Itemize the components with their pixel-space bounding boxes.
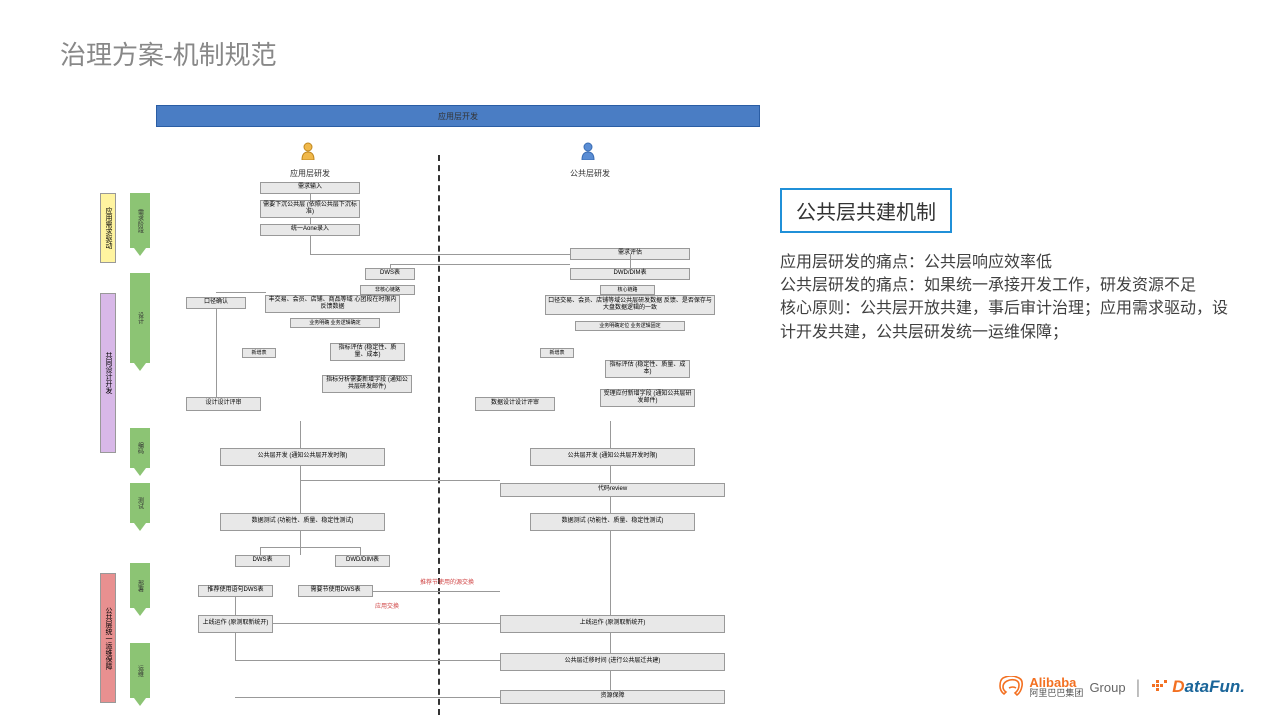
flowchart-diagram: 应用层开发 应用层研发 公共层研发 应用需求驱动共同设计开发公共层统一运维保障 … bbox=[100, 105, 760, 715]
flow-box: 核心链路 bbox=[600, 285, 655, 295]
callout-title: 公共层共建机制 bbox=[780, 188, 952, 233]
body-text: 应用层研发的痛点：公共层响应效率低公共层研发的痛点：如果统一承接开发工作，研发资… bbox=[780, 251, 1235, 344]
flow-box: 口径确认 bbox=[186, 297, 246, 309]
red-label-1: 推荐节使用的源交换 bbox=[420, 577, 474, 586]
flow-box: 资源保障 bbox=[500, 690, 725, 704]
flow-box: 公共层开发 (通知公共层开发时限) bbox=[530, 448, 695, 466]
flow-box: 需要下沉公共层 (依照公共层下沉标准) bbox=[260, 200, 360, 218]
red-label-2: 应用交换 bbox=[375, 601, 399, 610]
swimlane-divider bbox=[438, 155, 440, 715]
slide-title: 治理方案-机制规范 bbox=[60, 35, 277, 72]
side-label: 公共层统一运维保障 bbox=[100, 573, 116, 703]
flow-box: 推荐使用语句DWS表 bbox=[198, 585, 273, 597]
flow-box: 数据测试 (功能性、质量、稳定性测试) bbox=[220, 513, 385, 531]
alibaba-group: Group bbox=[1089, 680, 1125, 695]
phase-arrow: 运维 bbox=[130, 643, 150, 698]
flow-box: 指标评估 (稳定性、质量、成本) bbox=[605, 360, 690, 378]
datafun-text: DataFun. bbox=[1172, 677, 1245, 697]
flow-box: 上线运作 (原测取新统开) bbox=[500, 615, 725, 633]
flow-box: DWS表 bbox=[235, 555, 290, 567]
logo-bar: Alibaba 阿里巴巴集团 Group | DataFun. bbox=[997, 676, 1245, 698]
col-header-right: 公共层研发 bbox=[570, 168, 610, 179]
flow-box: 新增表 bbox=[242, 348, 276, 358]
flow-box: 统一Aone录入 bbox=[260, 224, 360, 236]
flow-box: 受理应付新增字段 (通知公共层研发邮件) bbox=[600, 389, 695, 407]
datafun-icon bbox=[1150, 677, 1170, 697]
flow-box: DWD/DIM表 bbox=[570, 268, 690, 280]
flow-box: 业务明确 业务逻辑确定 bbox=[290, 318, 380, 328]
phase-arrow: 需求阶段 bbox=[130, 193, 150, 248]
flow-box: 新增表 bbox=[540, 348, 574, 358]
flow-box: 需求评估 bbox=[570, 248, 690, 260]
flow-box: 丰交易、会员、店铺、商品等域 心团段在时限内反馈数据 bbox=[265, 295, 400, 313]
flow-box: 需要节使用DWS表 bbox=[298, 585, 373, 597]
flow-box: 公共层开发 (通知公共层开发时限) bbox=[220, 448, 385, 466]
side-label: 应用需求驱动 bbox=[100, 193, 116, 263]
flow-box: 数据设计设计评审 bbox=[475, 397, 555, 411]
flow-box: 设计设计评审 bbox=[186, 397, 261, 411]
phase-arrow: 设计 bbox=[130, 273, 150, 363]
top-banner: 应用层开发 bbox=[156, 105, 760, 127]
side-label: 共同设计开发 bbox=[100, 293, 116, 453]
logo-separator: | bbox=[1136, 677, 1141, 698]
flow-box: 口径交易、会员、店铺等域公共层研发数据 反馈、是否保存与大盘数据逻辑的一致 bbox=[545, 295, 715, 315]
flow-box: 非核心链路 bbox=[360, 285, 415, 295]
flow-box: 业务明确定位 业务逻辑固定 bbox=[575, 321, 685, 331]
phase-arrow: 部署 bbox=[130, 563, 150, 608]
flow-box: 指标分析需要新增字段 (通知公共层研发邮件) bbox=[322, 375, 412, 393]
phase-arrow: 测试 bbox=[130, 483, 150, 523]
flow-box: 公共层迁移时间 (进行公共层迁共建) bbox=[500, 653, 725, 671]
alibaba-icon bbox=[997, 676, 1025, 698]
flow-box: 指标评估 (稳定性、质量、成本) bbox=[330, 343, 405, 361]
alibaba-cn: 阿里巴巴集团 bbox=[1029, 689, 1083, 698]
flow-box: 数据测试 (功能性、质量、稳定性测试) bbox=[530, 513, 695, 531]
flow-box: 需求输入 bbox=[260, 182, 360, 194]
phase-arrow: 编码 bbox=[130, 428, 150, 468]
actor-right-icon bbox=[580, 142, 596, 160]
actor-left-icon bbox=[300, 142, 316, 160]
alibaba-logo: Alibaba 阿里巴巴集团 Group bbox=[997, 676, 1125, 698]
flow-box: DWD/DIM表 bbox=[335, 555, 390, 567]
col-header-left: 应用层研发 bbox=[290, 168, 330, 179]
flow-box: 上线运作 (原测取新统开) bbox=[198, 615, 273, 633]
flow-box: DWS表 bbox=[365, 268, 415, 280]
flow-box: 代码review bbox=[500, 483, 725, 497]
right-panel: 公共层共建机制 应用层研发的痛点：公共层响应效率低公共层研发的痛点：如果统一承接… bbox=[780, 188, 1235, 344]
datafun-logo: DataFun. bbox=[1150, 677, 1245, 697]
